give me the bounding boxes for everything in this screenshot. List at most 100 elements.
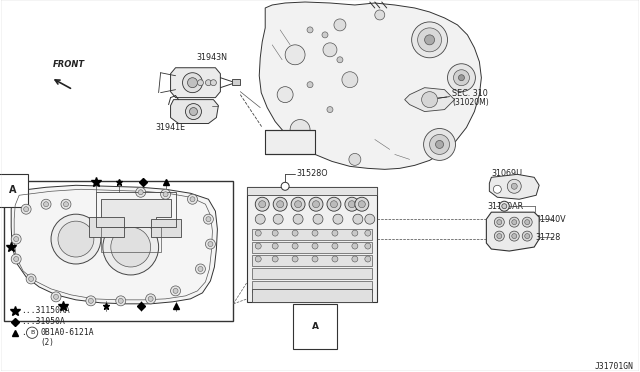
Circle shape [51,292,61,302]
Circle shape [508,179,521,193]
Circle shape [352,256,358,262]
Circle shape [418,28,442,52]
Circle shape [273,214,283,224]
Circle shape [293,214,303,224]
Circle shape [13,257,19,262]
Circle shape [512,219,516,225]
Circle shape [195,264,205,274]
Circle shape [313,214,323,224]
Text: (31020M): (31020M) [452,98,489,107]
Circle shape [294,201,301,208]
Circle shape [509,217,519,227]
Polygon shape [171,100,218,124]
Circle shape [330,201,337,208]
Text: (2): (2) [40,338,54,347]
Circle shape [424,128,456,160]
Bar [252,255,372,266]
Text: A: A [312,322,319,331]
Circle shape [327,197,341,211]
Circle shape [522,217,532,227]
Polygon shape [171,68,220,97]
Circle shape [358,201,365,208]
Circle shape [290,119,310,140]
Circle shape [345,197,359,211]
Circle shape [334,19,346,31]
Text: B: B [30,330,34,335]
Circle shape [13,237,19,241]
Circle shape [273,197,287,211]
Circle shape [332,230,338,236]
Circle shape [255,214,265,224]
Circle shape [512,234,516,238]
Circle shape [29,276,33,282]
Circle shape [494,217,504,227]
Circle shape [493,185,501,193]
Circle shape [365,256,371,262]
Circle shape [422,92,438,108]
Text: ...: ... [21,328,36,337]
Bar [252,242,372,253]
Circle shape [525,219,530,225]
Circle shape [281,182,289,190]
Text: 31728: 31728 [535,232,561,241]
Text: 0B1A0-6121A: 0B1A0-6121A [40,328,93,337]
Circle shape [138,190,143,195]
Circle shape [307,82,313,88]
Bar [252,229,372,240]
Circle shape [511,183,517,189]
Circle shape [61,199,71,209]
Circle shape [186,104,202,119]
Circle shape [352,230,358,236]
Circle shape [309,197,323,211]
Circle shape [454,70,469,86]
Circle shape [355,197,369,211]
Circle shape [349,153,361,166]
Circle shape [198,80,204,86]
Circle shape [436,141,444,148]
Circle shape [292,256,298,262]
Circle shape [342,72,358,88]
Circle shape [497,234,502,238]
Circle shape [307,27,313,33]
Text: SEC. 310: SEC. 310 [452,89,488,98]
Bar [232,79,240,85]
Circle shape [312,230,318,236]
Circle shape [292,243,298,249]
Bar [252,289,372,302]
Circle shape [148,296,153,301]
Text: ...31050A: ...31050A [21,317,65,326]
Circle shape [111,227,150,267]
Bar [252,281,372,292]
Circle shape [11,254,21,264]
Polygon shape [486,212,539,251]
Polygon shape [11,185,218,304]
Text: 31069U: 31069U [492,169,522,178]
Circle shape [375,10,385,20]
Polygon shape [101,199,171,227]
Circle shape [255,230,261,236]
Circle shape [502,204,507,209]
Circle shape [429,135,449,154]
Circle shape [348,201,355,208]
Circle shape [54,294,58,299]
Text: 31150AR: 31150AR [487,202,524,211]
Bar [247,187,377,302]
Circle shape [337,57,343,63]
Circle shape [291,197,305,211]
Text: ...31150AA: ...31150AA [21,306,70,315]
Circle shape [272,243,278,249]
Bar [252,268,372,279]
Circle shape [255,256,261,262]
Circle shape [206,217,211,222]
Circle shape [188,194,198,204]
Polygon shape [259,2,481,169]
Circle shape [499,201,509,211]
Circle shape [272,230,278,236]
Text: 31943N: 31943N [196,53,227,62]
Circle shape [352,243,358,249]
Circle shape [44,202,49,207]
Circle shape [255,243,261,249]
Circle shape [277,87,293,103]
Bar [150,219,180,237]
Text: 31940V: 31940V [535,215,566,224]
